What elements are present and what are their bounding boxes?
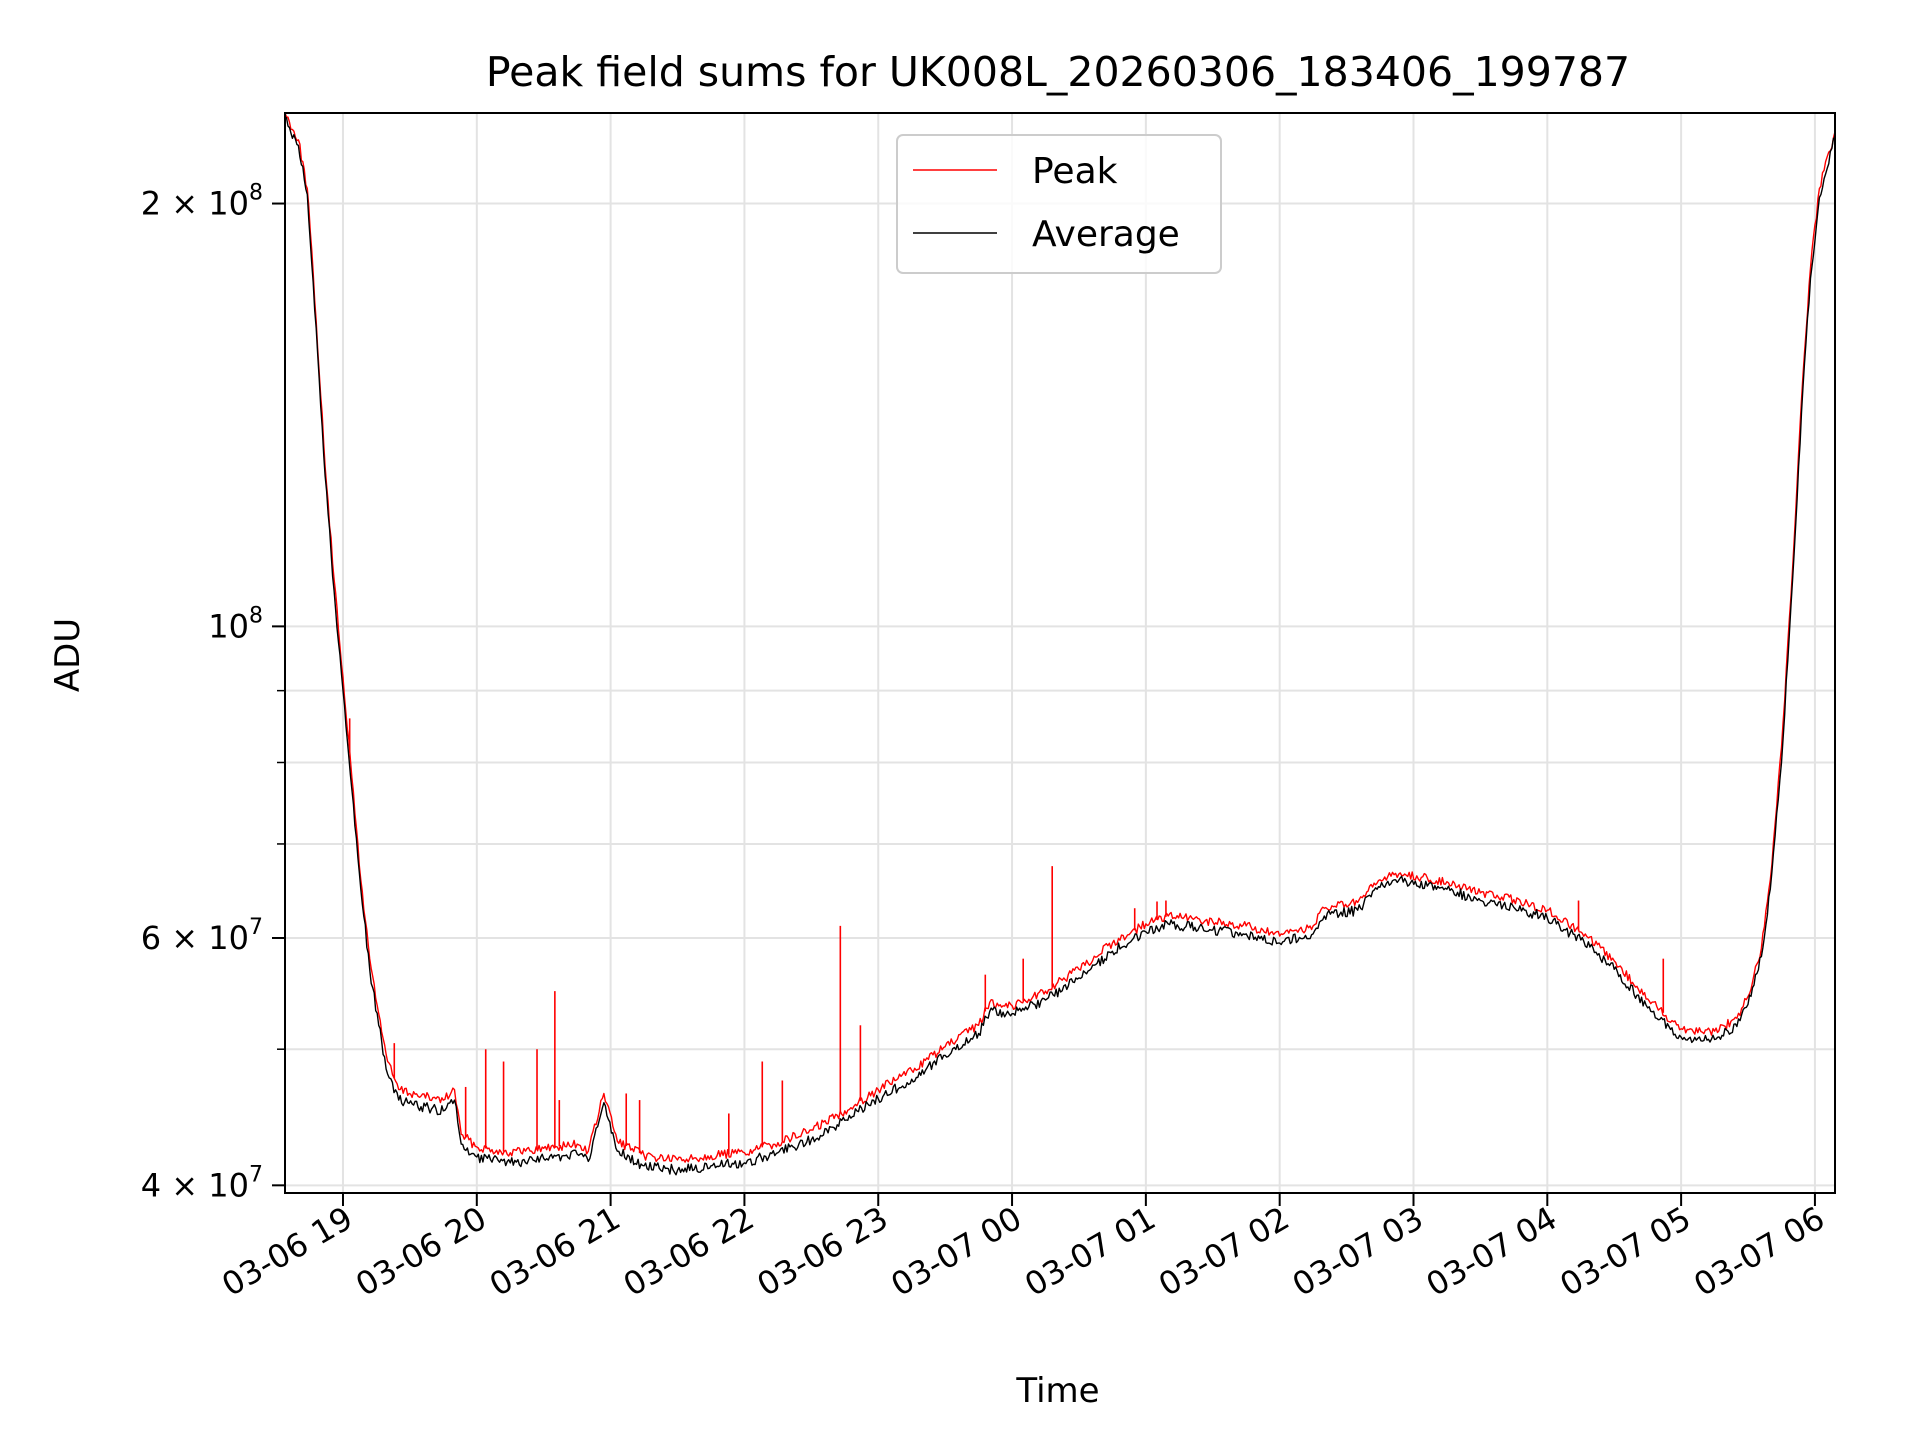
x-tick-label: 03-06 23	[751, 1199, 895, 1304]
y-tick-label-base: 6 × 10	[141, 919, 249, 957]
x-tick-label: 03-07 00	[884, 1199, 1028, 1304]
x-axis-label: Time	[1015, 1371, 1099, 1411]
x-tick-label: 03-06 22	[617, 1199, 761, 1304]
y-tick-label-exponent: 7	[249, 915, 263, 940]
legend-peak-label: Peak	[1032, 151, 1118, 192]
x-tick-label: 03-07 06	[1687, 1199, 1831, 1304]
x-tick-label: 03-07 03	[1286, 1199, 1430, 1304]
series-peak-line	[284, 112, 1836, 1163]
x-tick-label: 03-06 20	[349, 1199, 493, 1304]
grid-lines	[285, 113, 1835, 1193]
y-tick-label: 6 × 107	[141, 915, 263, 957]
y-tick-label-exponent: 8	[249, 181, 263, 206]
y-tick-label: 2 × 108	[141, 181, 263, 223]
legend-average-label: Average	[1032, 214, 1180, 255]
series-lines	[284, 112, 1836, 1176]
chart-title: Peak field sums for UK008L_20260306_1834…	[486, 48, 1630, 96]
x-tick-label: 03-07 01	[1018, 1199, 1162, 1304]
x-tick-label: 03-07 04	[1420, 1199, 1564, 1304]
y-tick-label: 108	[208, 603, 263, 645]
y-tick-label-base: 4 × 10	[141, 1166, 249, 1204]
plot-frame	[284, 112, 1836, 1194]
x-tick-label: 03-07 05	[1554, 1199, 1698, 1304]
x-tick-label: 03-07 02	[1152, 1199, 1296, 1304]
x-tick-label: 03-06 21	[483, 1199, 627, 1304]
y-tick-label-exponent: 8	[249, 603, 263, 628]
legend: Peak Average	[896, 134, 1222, 274]
y-tick-label-base: 10	[208, 607, 249, 645]
y-tick-label-base: 2 × 10	[141, 185, 249, 223]
y-tick-label: 4 × 107	[141, 1162, 263, 1204]
y-tick-label-exponent: 7	[249, 1162, 263, 1187]
y-axis-label: ADU	[48, 618, 88, 692]
x-tick-label: 03-06 19	[215, 1199, 359, 1304]
series-average-line	[284, 117, 1836, 1176]
